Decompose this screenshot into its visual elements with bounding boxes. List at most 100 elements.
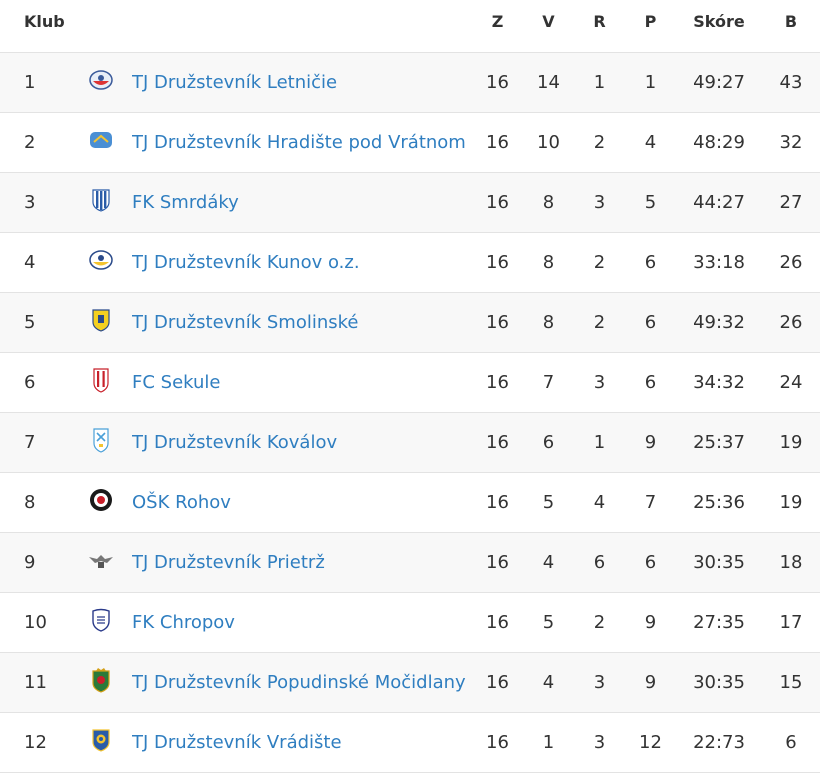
points-cell: 17 [762,592,820,653]
drawn-cell: 2 [574,292,625,353]
crest-cell [70,592,132,653]
points-cell: 6 [762,712,820,773]
points-cell: 26 [762,292,820,353]
table-row: 1 TJ Družstevník Letničie 16 14 1 1 49:27 43 [0,52,820,113]
club-cell: TJ Družstevník Hradište pod Vrátnom [132,112,472,173]
club-link[interactable]: FC Sekule [132,372,221,393]
club-cell: TJ Družstevník Prietrž [132,532,472,593]
club-link[interactable]: TJ Družstevník Smolinské [132,312,359,333]
club-cell: TJ Družstevník Vrádište [132,712,472,773]
table-row: 9 TJ Družstevník Prietrž 16 4 6 6 30:35 18 [0,532,820,593]
table-row: 10 FK Chropov 16 5 2 9 27:35 17 [0,592,820,653]
chropov-crest-icon [90,608,112,637]
drawn-cell: 2 [574,592,625,653]
header-lost[interactable]: P [625,0,676,53]
score-cell: 48:29 [676,112,762,173]
played-cell: 16 [472,172,523,233]
club-link[interactable]: TJ Družstevník Vrádište [132,732,342,753]
position-cell: 10 [0,592,70,653]
club-link[interactable]: TJ Družstevník Kunov o.z. [132,252,360,273]
vradiste-crest-icon [90,728,112,757]
club-cell: TJ Družstevník Kunov o.z. [132,232,472,293]
header-won[interactable]: V [523,0,574,53]
won-cell: 8 [523,292,574,353]
club-cell: TJ Družstevník Smolinské [132,292,472,353]
played-cell: 16 [472,292,523,353]
played-cell: 16 [472,412,523,473]
crest-cell [70,412,132,473]
score-cell: 49:32 [676,292,762,353]
club-link[interactable]: TJ Družstevník Letničie [132,72,338,93]
lost-cell: 12 [625,712,676,773]
score-cell: 30:35 [676,652,762,713]
crest-cell [70,112,132,173]
club-link[interactable]: OŠK Rohov [132,492,231,513]
drawn-cell: 2 [574,112,625,173]
won-cell: 6 [523,412,574,473]
lost-cell: 7 [625,472,676,533]
table-row: 8 OŠK Rohov 16 5 4 7 25:36 19 [0,472,820,533]
club-link[interactable]: TJ Družstevník Hradište pod Vrátnom [132,132,466,153]
position-cell: 6 [0,352,70,413]
crest-cell [70,532,132,593]
score-cell: 27:35 [676,592,762,653]
lost-cell: 9 [625,412,676,473]
lost-cell: 6 [625,352,676,413]
played-cell: 16 [472,652,523,713]
club-cell: FK Smrdáky [132,172,472,233]
table-row: 2 TJ Družstevník Hradište pod Vrátnom 16 10… [0,112,820,173]
position-cell: 11 [0,652,70,713]
drawn-cell: 4 [574,472,625,533]
table-row: 11 TJ Družstevník Popudinské Močidlany 16 4… [0,652,820,713]
table-header: Klub Z V R P Skóre B [0,0,820,53]
table-row: 7 TJ Družstevník Koválov 16 6 1 9 25:37 19 [0,412,820,473]
club-link[interactable]: TJ Družstevník Koválov [132,432,338,453]
club-cell: FC Sekule [132,352,472,413]
score-cell: 25:36 [676,472,762,533]
drawn-cell: 3 [574,352,625,413]
position-cell: 2 [0,112,70,173]
points-cell: 26 [762,232,820,293]
drawn-cell: 1 [574,412,625,473]
club-link[interactable]: FK Smrdáky [132,192,239,213]
played-cell: 16 [472,112,523,173]
sekule-crest-icon [91,367,111,398]
drawn-cell: 3 [574,172,625,233]
club-link[interactable]: TJ Družstevník Popudinské Močidlany [132,672,466,693]
table-row: 6 FC Sekule 16 7 3 6 34:32 24 [0,352,820,413]
points-cell: 19 [762,412,820,473]
hradiste-crest-icon [88,129,114,156]
won-cell: 4 [523,532,574,593]
crest-cell [70,472,132,533]
header-drawn[interactable]: R [574,0,625,53]
smolinske-crest-icon [90,308,112,337]
lost-cell: 5 [625,172,676,233]
drawn-cell: 3 [574,712,625,773]
club-link[interactable]: TJ Družstevník Prietrž [132,552,325,573]
score-cell: 30:35 [676,532,762,593]
position-cell: 7 [0,412,70,473]
club-cell: TJ Družstevník Popudinské Močidlany [132,652,472,713]
crest-cell [70,52,132,113]
won-cell: 5 [523,592,574,653]
won-cell: 14 [523,52,574,113]
table-body: 1 TJ Družstevník Letničie 16 14 1 1 49:27 43 2 TJ… [0,52,820,773]
crest-cell [70,352,132,413]
points-cell: 27 [762,172,820,233]
score-cell: 25:37 [676,412,762,473]
header-club[interactable]: Klub [0,0,472,53]
score-cell: 34:32 [676,352,762,413]
header-score[interactable]: Skóre [676,0,762,53]
lost-cell: 9 [625,652,676,713]
lost-cell: 6 [625,232,676,293]
club-link[interactable]: FK Chropov [132,612,235,633]
score-cell: 44:27 [676,172,762,233]
header-played[interactable]: Z [472,0,523,53]
header-points[interactable]: B [762,0,820,53]
club-cell: TJ Družstevník Letničie [132,52,472,113]
lost-cell: 4 [625,112,676,173]
played-cell: 16 [472,712,523,773]
played-cell: 16 [472,472,523,533]
prietrz-crest-icon [87,549,115,576]
